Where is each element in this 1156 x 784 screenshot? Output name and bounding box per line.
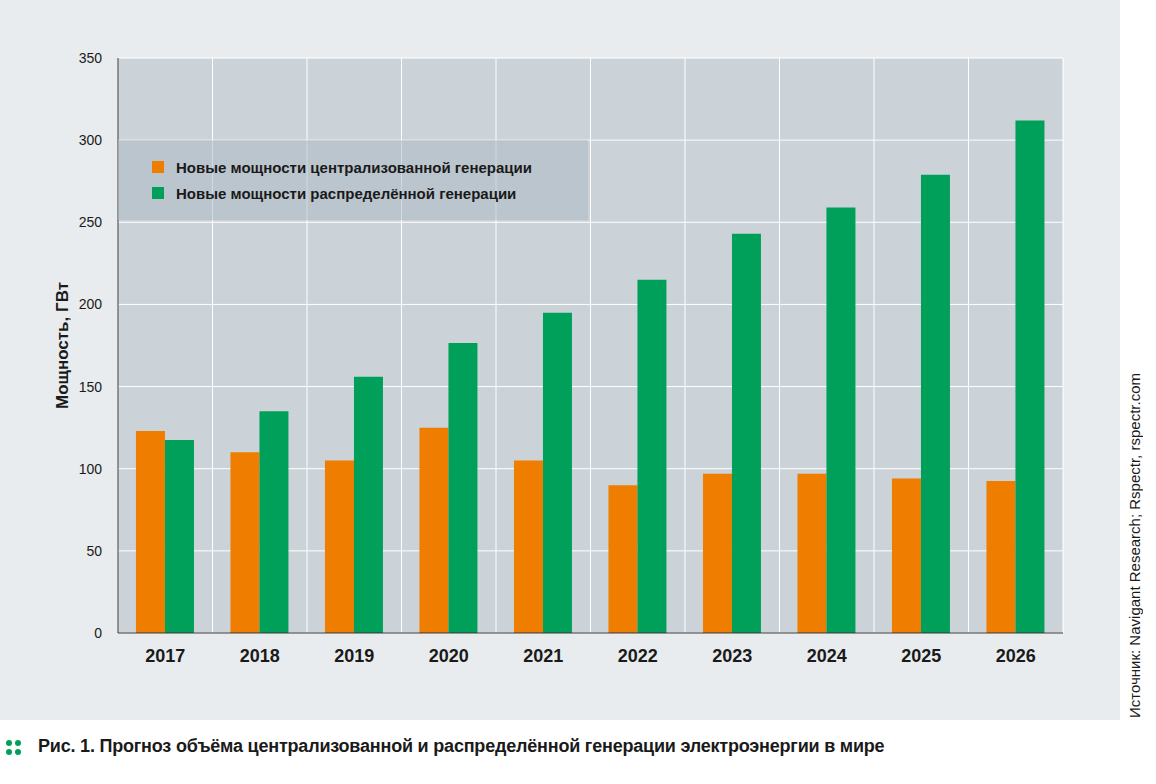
svg-text:2026: 2026: [996, 646, 1036, 666]
html-text:Источник: Navigant Research; R: Источник: Navigant Research; Rspectr, rs…: [1126, 373, 1143, 718]
svg-text:2023: 2023: [712, 646, 752, 666]
svg-text:350: 350: [79, 50, 103, 66]
svg-text:2025: 2025: [901, 646, 941, 666]
svg-text:100: 100: [79, 461, 103, 477]
html-text:Новые мощности централизованно: Новые мощности централизованной генераци…: [176, 158, 532, 176]
svg-text:2020: 2020: [429, 646, 469, 666]
svg-text:2019: 2019: [334, 646, 374, 666]
svg-text:300: 300: [79, 132, 103, 148]
svg-text:2018: 2018: [240, 646, 280, 666]
html-text:Рис. 1. Прогноз объёма централ: Рис. 1. Прогноз объёма централизованной …: [38, 736, 885, 756]
svg-text:0: 0: [94, 625, 102, 641]
svg-text:2021: 2021: [523, 646, 563, 666]
svg-text:250: 250: [79, 214, 103, 230]
svg-text:200: 200: [79, 296, 103, 312]
html-text:Новые мощности распределённой: Новые мощности распределённой генерации: [176, 184, 517, 202]
svg-text:Мощность, ГВт: Мощность, ГВт: [53, 282, 72, 409]
svg-text:2022: 2022: [618, 646, 658, 666]
svg-text:150: 150: [79, 379, 103, 395]
svg-text:2024: 2024: [807, 646, 847, 666]
svg-text:50: 50: [86, 543, 102, 559]
svg-text:2017: 2017: [145, 646, 185, 666]
